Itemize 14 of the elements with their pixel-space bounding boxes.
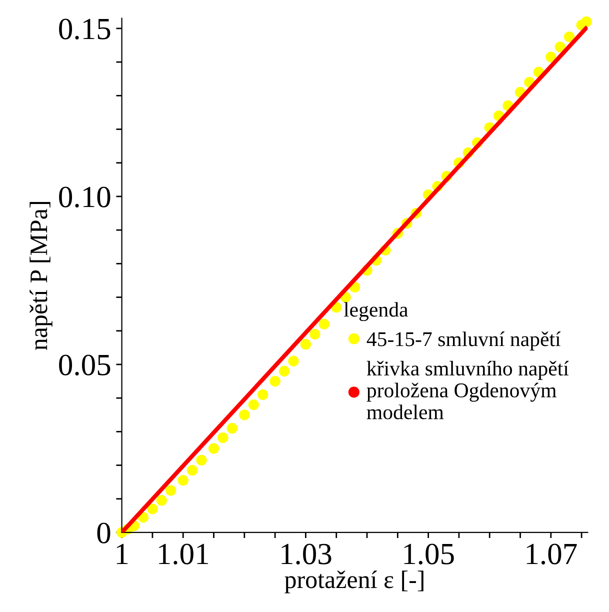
legend-title: legenda <box>344 302 408 322</box>
legend-label: 45-15-7 smluvní napětí <box>366 332 561 350</box>
x-axis-title: protažení ε [-] <box>284 570 424 594</box>
x-tick-label: 1 <box>116 544 128 564</box>
y-tick-label: 0.10 <box>59 186 110 208</box>
y-tick-label: 0.15 <box>59 18 110 40</box>
y-tick-label: 0.05 <box>59 354 110 376</box>
y-tick-label: 0 <box>97 522 110 544</box>
x-tick-label: 1.03 <box>282 544 332 564</box>
legend-label: křivka smluvního napětí proložena Ogdenovým modelem <box>366 360 569 420</box>
y-axis-title: napětí P [MPa] <box>30 202 52 350</box>
x-tick-label: 1.01 <box>159 544 208 564</box>
x-tick-label: 1.07 <box>526 544 577 564</box>
x-tick-label: 1.05 <box>404 544 454 564</box>
